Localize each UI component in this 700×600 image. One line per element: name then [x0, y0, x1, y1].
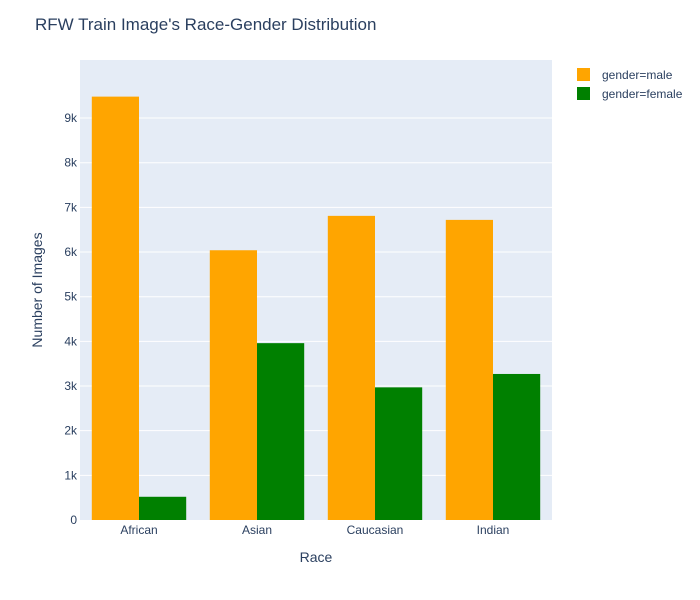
y-tick-label: 4k [64, 334, 78, 348]
bar-caucasian-male[interactable] [327, 215, 375, 520]
x-tick-label: African [120, 523, 157, 537]
y-tick-label: 7k [64, 200, 78, 214]
bar-indian-female[interactable] [493, 373, 541, 520]
bar-asian-female[interactable] [257, 343, 305, 520]
y-tick-label: 3k [64, 379, 78, 393]
x-tick-label: Asian [242, 523, 272, 537]
chart-title: RFW Train Image's Race-Gender Distributi… [35, 15, 376, 34]
legend-label[interactable]: gender=female [602, 87, 683, 101]
x-axis-ticks: African Asian Caucasian Indian [120, 523, 509, 537]
legend-swatch[interactable] [577, 87, 590, 100]
x-tick-label: Caucasian [347, 523, 404, 537]
x-axis-title: Race [300, 549, 333, 565]
bar-asian-male[interactable] [209, 250, 257, 520]
bars [91, 96, 541, 521]
y-tick-label: 0 [70, 513, 77, 527]
legend-swatch[interactable] [577, 68, 590, 81]
bar-african-female[interactable] [139, 496, 187, 520]
bar-caucasian-female[interactable] [375, 387, 423, 520]
legend[interactable]: gender=male gender=female [577, 68, 683, 101]
y-tick-label: 1k [64, 468, 78, 482]
y-tick-label: 8k [64, 156, 78, 170]
legend-label[interactable]: gender=male [602, 68, 673, 82]
y-tick-label: 5k [64, 290, 78, 304]
bar-indian-male[interactable] [445, 219, 493, 521]
gridlines [80, 117, 552, 476]
x-tick-label: Indian [477, 523, 510, 537]
y-tick-label: 6k [64, 245, 78, 259]
y-tick-label: 2k [64, 424, 78, 438]
y-axis-ticks: 0 1k 2k 3k 4k 5k 6k 7k 8k 9k [64, 111, 78, 527]
y-axis-title: Number of Images [29, 232, 45, 347]
bar-african-male[interactable] [91, 96, 139, 520]
y-tick-label: 9k [64, 111, 78, 125]
